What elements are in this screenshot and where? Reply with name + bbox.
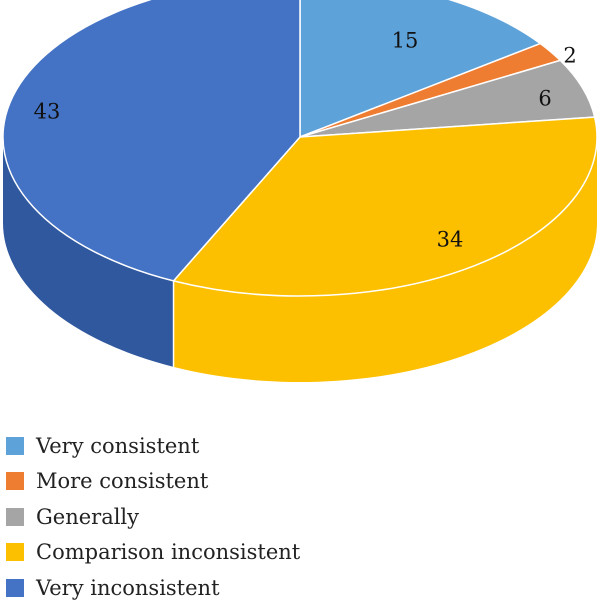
legend-item-very-inconsistent: Very inconsistent [6,570,300,606]
legend-label-very-inconsistent: Very inconsistent [36,575,220,600]
data-label-comparison-inconsistent: 34 [437,228,464,252]
legend-label-comparison-inconsistent: Comparison inconsistent [36,540,301,565]
legend-item-more-consistent: More consistent [6,464,300,500]
slice-very-inconsistent [2,0,301,282]
legend-swatch-comparison-inconsistent [6,543,24,562]
data-label-generally: 6 [538,87,551,111]
legend-item-comparison-inconsistent: Comparison inconsistent [6,535,300,571]
data-label-more-consistent: 2 [563,44,576,68]
legend-item-very-consistent: Very consistent [6,428,300,464]
legend-swatch-very-inconsistent [6,578,24,597]
slice-very-consistent [299,0,542,139]
slice-comparison-inconsistent [172,116,598,297]
legend-item-generally: Generally [6,499,300,535]
legend-swatch-generally [6,507,24,526]
legend-swatch-more-consistent [6,472,24,491]
pie-chart: 15 26 34 43 [2,0,598,383]
legend-swatch-very-consistent [6,436,24,455]
legend-label-generally: Generally [36,504,140,529]
slice-side-very-inconsistent [2,137,174,367]
data-label-very-consistent: 15 [392,29,419,53]
legend: Very consistent More consistent Generall… [6,428,300,606]
slice-side-comparison-inconsistent [173,137,598,383]
data-label-very-inconsistent: 43 [34,100,61,124]
legend-label-more-consistent: More consistent [36,469,209,494]
legend-label-very-consistent: Very consistent [36,433,200,458]
